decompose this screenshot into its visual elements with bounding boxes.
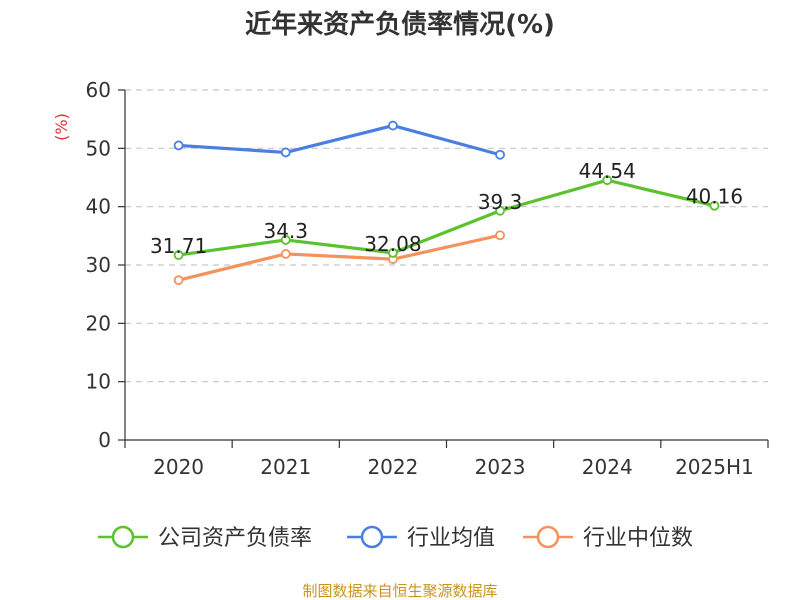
data-point bbox=[495, 205, 505, 216]
legend-item-1: 行业均值 bbox=[347, 525, 495, 551]
series-2 bbox=[173, 230, 505, 286]
data-point bbox=[709, 200, 720, 211]
series-layer bbox=[173, 120, 720, 286]
data-point bbox=[173, 250, 184, 260]
legend-label: 行业均值 bbox=[407, 526, 495, 551]
y-tick-label: 30 bbox=[86, 253, 111, 277]
data-labels: 31.71 34.3 32.08 39.3 44.54 40.16 bbox=[150, 159, 743, 258]
legend-marker bbox=[360, 525, 384, 549]
y-tick-label: 40 bbox=[86, 195, 111, 219]
data-point bbox=[388, 120, 398, 131]
data-label: 39.3 bbox=[478, 190, 523, 214]
data-label: 44.54 bbox=[579, 159, 636, 183]
data-point bbox=[280, 235, 291, 245]
source-note: 制图数据来自恒生聚源数据库 bbox=[302, 582, 497, 600]
grid bbox=[125, 89, 768, 383]
series-line bbox=[178, 123, 501, 157]
x-tick-label: 2024 bbox=[582, 455, 633, 479]
y-tick-label: 20 bbox=[86, 311, 111, 335]
chart-title: 近年来资产负债率情况(%) bbox=[245, 9, 555, 40]
legend-marker bbox=[536, 525, 560, 549]
data-label: 31.71 bbox=[150, 234, 207, 258]
x-tick-label: 2020 bbox=[153, 455, 204, 479]
axes: 0 10 20 30 40 50 60 2020 2021 2022 2023 2024 2025H1 bbox=[86, 78, 769, 479]
data-label: 40.16 bbox=[686, 185, 743, 209]
series-line bbox=[178, 233, 501, 282]
legend-item-2: 行业中位数 bbox=[523, 525, 693, 551]
legend-item-0: 公司资产负债率 bbox=[98, 525, 312, 551]
data-label: 32.08 bbox=[364, 232, 421, 256]
legend: 公司资产负债率 行业均值 行业中位数 bbox=[98, 525, 693, 551]
data-point bbox=[602, 175, 613, 186]
x-tick-label: 2023 bbox=[475, 455, 526, 479]
legend-label: 公司资产负债率 bbox=[158, 526, 312, 551]
series-line bbox=[178, 178, 715, 257]
data-point bbox=[173, 275, 184, 286]
y-tick-label: 60 bbox=[86, 78, 111, 102]
x-tick-label: 2021 bbox=[260, 455, 311, 479]
data-point bbox=[495, 149, 505, 160]
legend-marker bbox=[111, 525, 135, 549]
y-tick-label: 50 bbox=[86, 136, 111, 160]
data-point bbox=[280, 147, 291, 158]
y-tick-label: 0 bbox=[98, 428, 111, 452]
x-tick-label: 2025H1 bbox=[675, 455, 754, 479]
y-tick-label: 10 bbox=[86, 370, 111, 394]
y-axis-label: (%) bbox=[52, 113, 71, 141]
legend-label: 行业中位数 bbox=[583, 526, 693, 551]
data-point bbox=[388, 247, 398, 258]
series-0 bbox=[173, 175, 720, 260]
series-1 bbox=[173, 120, 505, 160]
data-point bbox=[495, 230, 505, 241]
x-tick-label: 2022 bbox=[367, 455, 418, 479]
data-label: 34.3 bbox=[263, 219, 308, 243]
data-point bbox=[280, 249, 291, 259]
data-point bbox=[173, 140, 184, 151]
